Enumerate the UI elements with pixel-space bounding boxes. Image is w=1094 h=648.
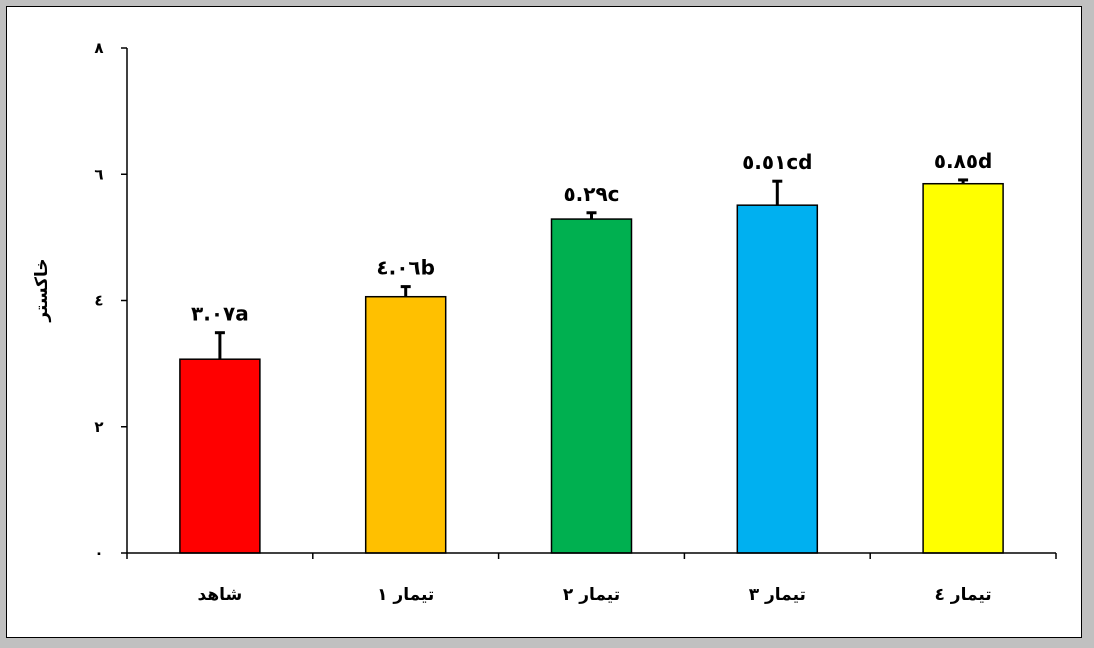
y-tick-label: ٨ — [94, 39, 103, 57]
bar — [364, 295, 447, 554]
chart-frame: ٠ ٢ ٤ ٦ ٨ ٣.٠٧a شاهد ٤.٠٦b تیمار ۱ ٥.٢٩c تیمار ۲ ٥… — [6, 6, 1082, 638]
y-tick-label: ٠ — [94, 544, 103, 562]
x-tick-label: تیمار ٤ — [934, 585, 991, 605]
x-tick-label: تیمار ۲ — [563, 585, 620, 605]
bar — [922, 182, 1004, 554]
data-label: ٤.٠٦b — [376, 256, 435, 280]
data-label: ٥.٥١cd — [742, 150, 812, 174]
x-tick-label: تیمار ۳ — [749, 585, 806, 605]
y-axis-title: خاکستر — [32, 258, 52, 322]
bar-chart: ٠ ٢ ٤ ٦ ٨ ٣.٠٧a شاهد ٤.٠٦b تیمار ۱ ٥.٢٩c تیمار ۲ ٥… — [32, 39, 1057, 605]
bar — [179, 358, 261, 554]
bar — [550, 218, 633, 554]
x-tick-label: شاهد — [198, 585, 243, 605]
y-tick-label: ٦ — [94, 165, 103, 183]
data-label: ٥.٢٩c — [563, 182, 619, 206]
data-label: ٣.٠٧a — [191, 302, 249, 326]
bar — [736, 204, 819, 554]
y-tick-label: ٤ — [94, 292, 103, 310]
data-label: ٥.٨٥d — [934, 149, 993, 173]
y-tick-label: ٢ — [94, 418, 103, 436]
x-tick-label: تیمار ۱ — [377, 585, 434, 605]
